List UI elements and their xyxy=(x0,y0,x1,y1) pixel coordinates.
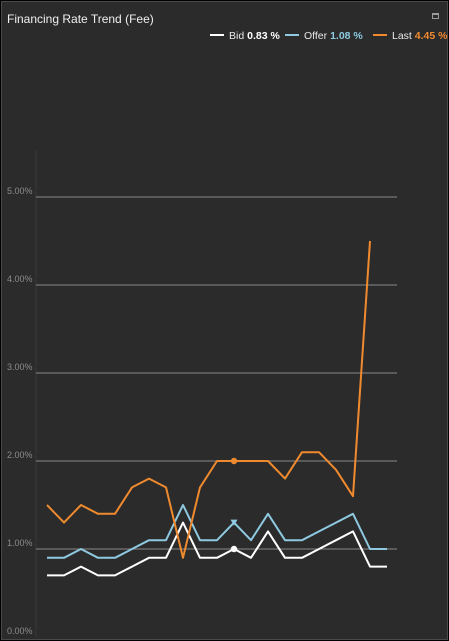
y-tick-label: 2.00% xyxy=(7,450,33,460)
legend-swatch-bid xyxy=(210,34,224,37)
y-tick-label: 0.00% xyxy=(7,626,33,636)
series-line-last xyxy=(46,240,371,559)
y-tick-label: 4.00% xyxy=(7,274,33,284)
legend-label-bid: Bid xyxy=(229,30,245,42)
legend-item-last: Last 4.45 % xyxy=(373,30,447,42)
legend-item-bid: Bid 0.83 % xyxy=(210,30,280,42)
y-tick-label: 1.00% xyxy=(7,538,33,548)
series-marker-offer xyxy=(230,519,238,526)
maximize-icon[interactable] xyxy=(432,13,439,19)
y-tick-label: 3.00% xyxy=(7,362,33,372)
legend-value-last: 4.45 % xyxy=(414,30,448,42)
legend-label-offer: Offer xyxy=(304,30,328,42)
legend-value-offer: 1.08 % xyxy=(330,30,363,42)
series-line-offer xyxy=(47,504,387,559)
legend-item-offer: Offer 1.08 % xyxy=(285,30,363,42)
series-marker-bid xyxy=(230,545,238,553)
chart-title: Financing Rate Trend (Fee) xyxy=(7,12,154,26)
y-tick-label: 5.00% xyxy=(7,186,33,196)
legend-value-bid: 0.83 % xyxy=(247,30,280,42)
legend-label-last: Last xyxy=(392,30,412,42)
series-line-bid xyxy=(47,521,387,577)
legend-swatch-offer xyxy=(285,34,299,37)
series-marker-last xyxy=(230,457,238,465)
legend-swatch-last xyxy=(373,34,387,37)
